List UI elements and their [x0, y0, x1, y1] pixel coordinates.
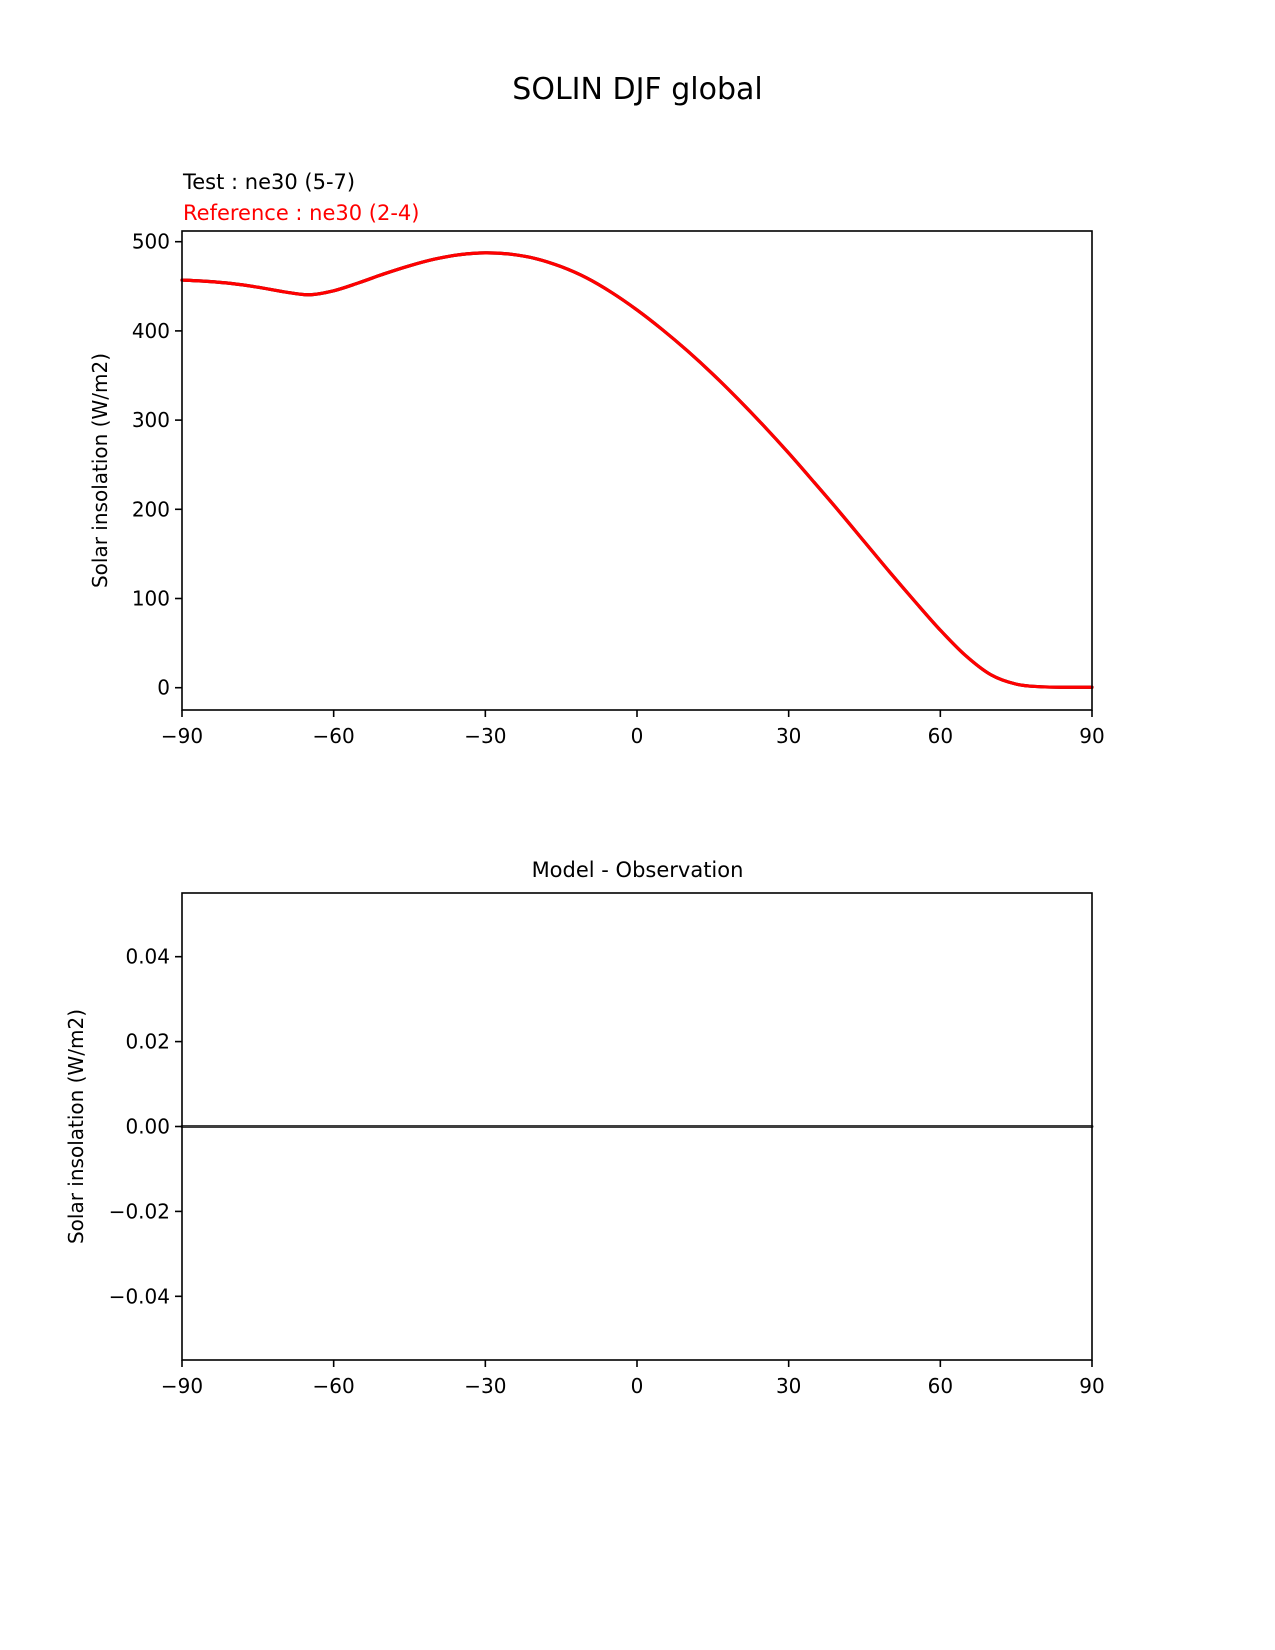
x-tick-label: 0: [631, 1374, 644, 1398]
y-tick-label: 300: [132, 408, 170, 432]
x-tick-label: −60: [313, 724, 355, 748]
legend-reference-label: Reference : ne30 (2-4): [183, 201, 420, 225]
y-tick-label: −0.04: [109, 1284, 170, 1308]
y-tick-label: −0.02: [109, 1199, 170, 1223]
y-tick-label: 400: [132, 319, 170, 343]
chart-0-axes-frame: [181, 230, 1093, 711]
y-tick-label: 0: [157, 676, 170, 700]
y-tick-label: 100: [132, 587, 170, 611]
x-tick-label: 0: [631, 724, 644, 748]
x-tick-label: 60: [928, 724, 953, 748]
x-tick-label: −90: [161, 724, 203, 748]
x-tick-label: −60: [313, 1374, 355, 1398]
y-tick-label: 500: [132, 230, 170, 254]
chart-0-series-1-line: [180, 251, 1094, 689]
x-tick-label: 60: [928, 1374, 953, 1398]
chart-0-series-0-line: [180, 251, 1094, 689]
figure-title: SOLIN DJF global: [512, 72, 763, 107]
x-tick-label: −30: [464, 1374, 506, 1398]
y-tick-label: 200: [132, 497, 170, 521]
x-tick-label: −30: [464, 724, 506, 748]
legend-test-label: Test : ne30 (5-7): [183, 170, 356, 194]
x-tick-label: 90: [1079, 1374, 1104, 1398]
bottom-chart-title: Model - Observation: [531, 858, 744, 882]
y-axis-label: Solar insolation (W/m2): [64, 1009, 88, 1244]
x-tick-label: −90: [161, 1374, 203, 1398]
legend: Test : ne30 (5-7) Reference : ne30 (2-4): [183, 167, 420, 229]
y-axis-label: Solar insolation (W/m2): [88, 353, 112, 588]
y-tick-label: 0.00: [125, 1115, 170, 1139]
y-tick-label: 0.04: [125, 945, 170, 969]
y-tick-label: 0.02: [125, 1030, 170, 1054]
x-tick-label: 30: [776, 1374, 801, 1398]
x-tick-label: 30: [776, 724, 801, 748]
x-tick-label: 90: [1079, 724, 1104, 748]
